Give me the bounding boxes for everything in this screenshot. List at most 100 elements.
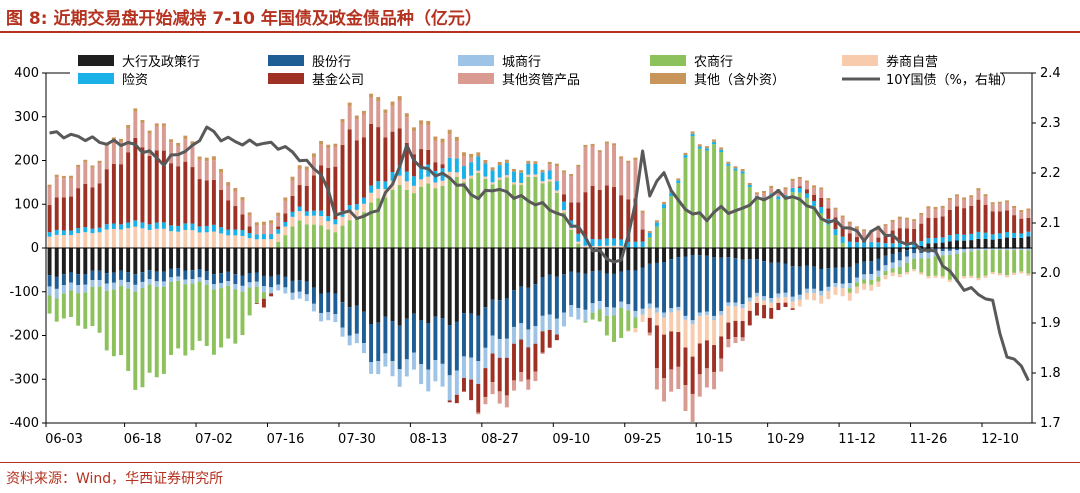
bar-segment xyxy=(69,196,73,231)
bar-segment xyxy=(211,160,216,180)
bar-segment xyxy=(247,215,252,227)
bar-segment xyxy=(919,253,924,259)
bar-segment xyxy=(76,274,81,286)
bar-segment xyxy=(190,279,195,284)
bar-segment xyxy=(211,289,216,355)
bar-segment xyxy=(1005,237,1009,248)
bar-segment xyxy=(319,165,324,211)
bar-segment xyxy=(76,293,81,326)
bar-segment xyxy=(319,248,324,294)
bar-segment xyxy=(719,152,724,248)
bar-segment xyxy=(126,222,131,229)
bar-segment xyxy=(590,248,595,272)
bar-segment xyxy=(704,146,709,149)
bar-segment xyxy=(261,298,266,308)
bar-segment xyxy=(161,222,166,229)
bar-segment xyxy=(540,352,545,354)
bar-segment xyxy=(640,241,645,248)
bar-segment xyxy=(147,133,152,156)
bar-segment xyxy=(919,215,924,224)
bar-segment xyxy=(647,263,652,304)
bar-segment xyxy=(604,307,609,316)
bar-segment xyxy=(311,303,316,312)
bar-segment xyxy=(976,250,981,278)
bar-segment xyxy=(897,260,902,268)
bar-segment xyxy=(576,248,581,273)
bar-segment xyxy=(126,248,131,273)
bar-segment xyxy=(240,248,245,276)
bar-segment xyxy=(147,248,152,271)
bar-segment xyxy=(905,272,909,275)
bar-segment xyxy=(854,282,859,287)
bar-segment xyxy=(654,220,659,223)
bar-segment xyxy=(469,162,474,176)
bar-segment xyxy=(347,211,352,221)
bar-segment xyxy=(790,266,795,297)
legend-swatch xyxy=(650,55,686,66)
bar-segment xyxy=(347,220,352,248)
bar-segment xyxy=(840,267,845,284)
bar-segment xyxy=(512,326,516,344)
bar-segment xyxy=(804,265,809,289)
bar-segment xyxy=(540,183,545,248)
bar-segment xyxy=(690,320,695,324)
bar-segment xyxy=(197,269,202,278)
bar-segment xyxy=(1019,248,1024,251)
x-axis-label: 07-30 xyxy=(338,432,376,447)
bar-segment xyxy=(483,159,488,164)
bar-segment xyxy=(426,176,431,184)
bar-segment xyxy=(733,337,738,344)
bar-segment xyxy=(383,197,388,248)
bar-segment xyxy=(869,261,874,275)
bar-segment xyxy=(633,157,638,161)
bar-segment xyxy=(762,261,767,297)
bar-segment xyxy=(955,250,959,254)
bar-segment xyxy=(690,356,695,394)
bar-segment xyxy=(633,198,638,242)
bar-segment xyxy=(47,286,52,296)
bar-segment xyxy=(404,142,409,172)
bar-segment xyxy=(340,144,345,212)
bar-segment xyxy=(819,248,824,269)
bar-segment xyxy=(204,225,209,233)
bar-segment xyxy=(397,248,402,326)
bar-segment xyxy=(905,248,909,251)
bar-segment xyxy=(347,205,352,212)
bar-segment xyxy=(590,303,595,313)
bar-segment xyxy=(311,156,316,176)
bar-segment xyxy=(497,248,502,301)
bar-segment xyxy=(890,248,895,254)
bar-segment xyxy=(955,194,959,197)
bar-segment xyxy=(447,400,452,403)
bar-segment xyxy=(490,170,495,183)
bar-segment xyxy=(454,158,459,173)
bar-segment xyxy=(876,276,881,282)
bar-segment xyxy=(169,268,173,278)
bar-segment xyxy=(990,211,995,235)
bar-segment xyxy=(462,166,466,179)
bar-segment xyxy=(662,312,666,318)
bar-segment xyxy=(854,277,859,283)
bar-segment xyxy=(612,307,616,316)
bar-segment xyxy=(204,280,209,285)
bar-segment xyxy=(326,144,331,149)
bar-segment xyxy=(483,178,488,248)
bar-segment xyxy=(940,248,945,252)
bar-segment xyxy=(762,296,767,301)
bar-segment xyxy=(847,248,852,267)
bar-segment xyxy=(790,301,795,309)
bar-segment xyxy=(905,243,909,248)
bar-segment xyxy=(261,239,266,248)
bar-segment xyxy=(590,185,595,239)
bar-segment xyxy=(269,287,274,294)
bar-segment xyxy=(983,238,988,248)
bar-segment xyxy=(283,226,288,236)
bar-segment xyxy=(704,150,709,248)
bar-segment xyxy=(204,271,209,281)
bar-segment xyxy=(554,190,559,193)
bar-segment xyxy=(683,256,688,316)
bar-segment xyxy=(440,318,445,364)
bar-segment xyxy=(447,134,452,158)
bar-segment xyxy=(647,303,652,309)
bar-segment xyxy=(269,276,274,288)
